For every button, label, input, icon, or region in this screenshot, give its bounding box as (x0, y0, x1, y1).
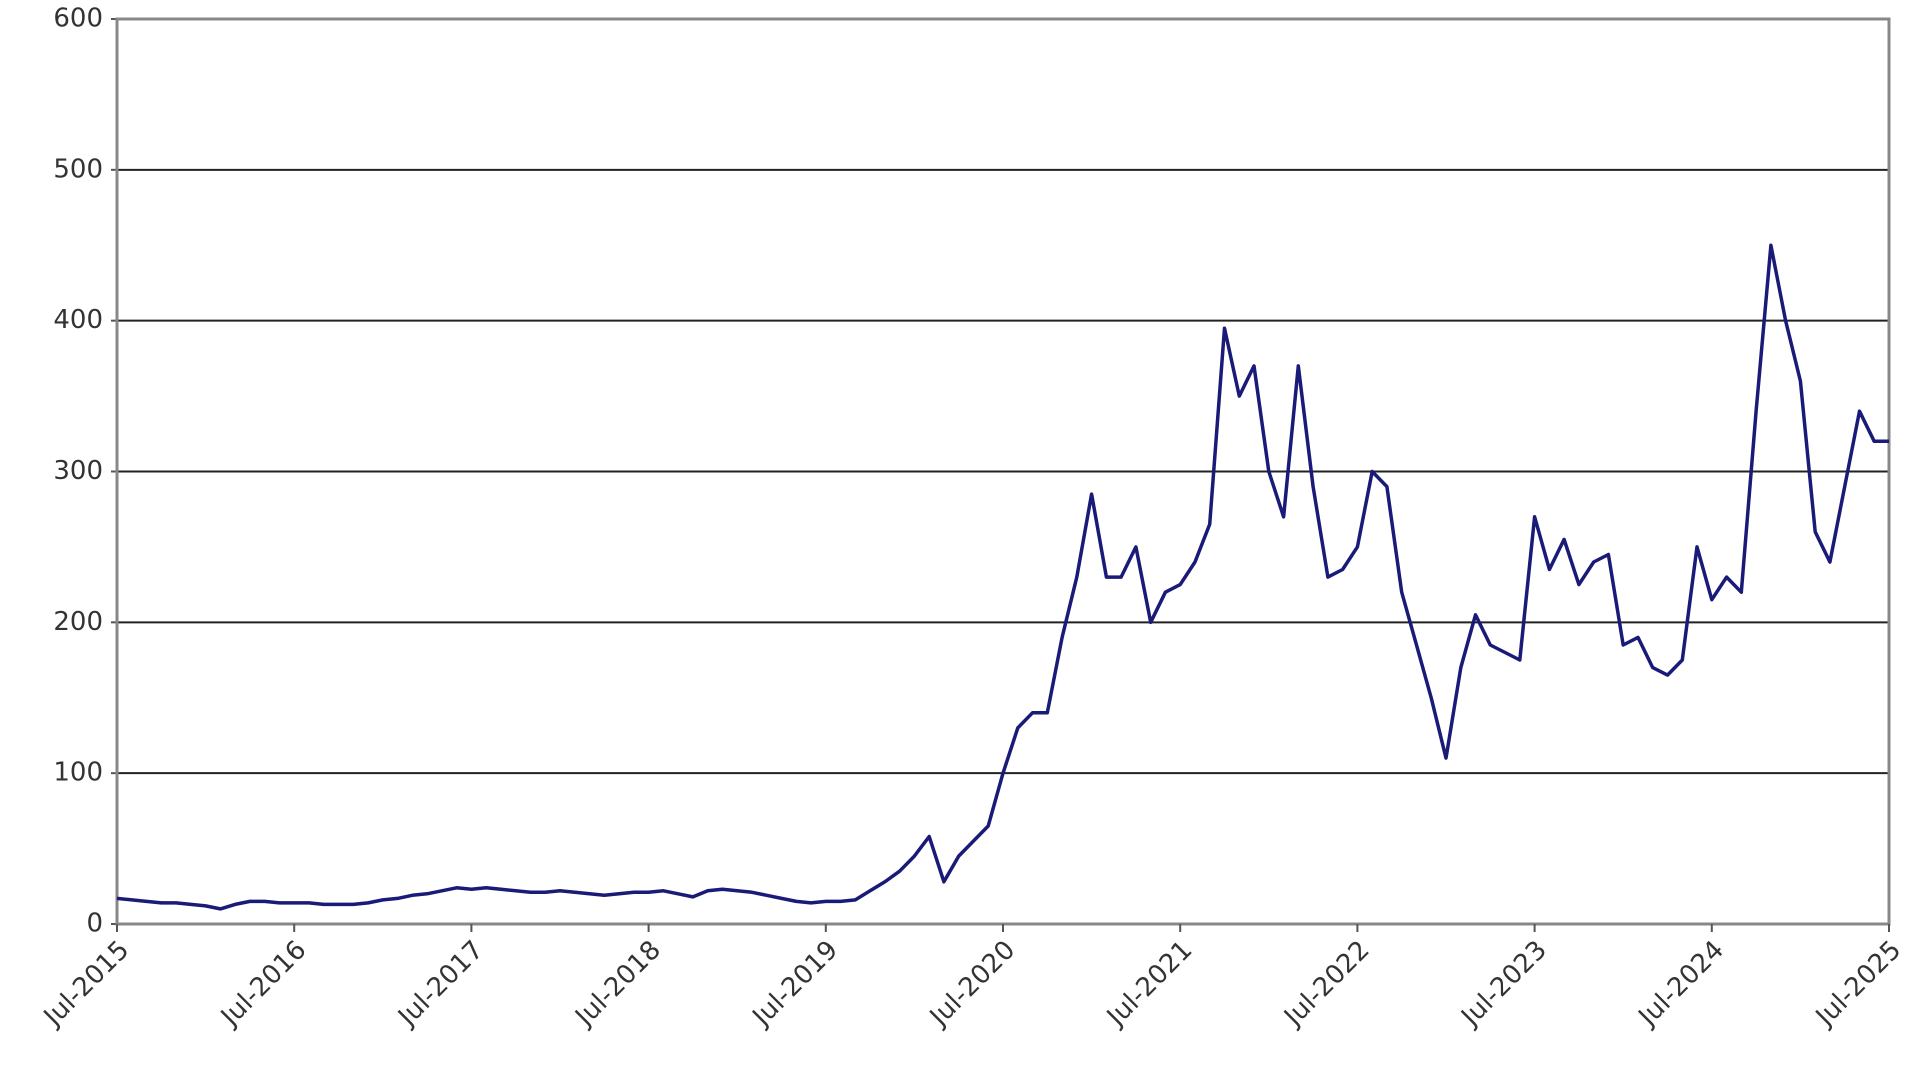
x-tick-label: Jul-2019 (746, 935, 844, 1033)
y-tick-label: 100 (53, 758, 103, 788)
x-tick-label: Jul-2023 (1455, 935, 1553, 1033)
x-tick-label: Jul-2016 (214, 935, 312, 1033)
y-tick-label: 300 (53, 456, 103, 486)
y-tick-label: 400 (53, 305, 103, 335)
x-tick-label: Jul-2020 (923, 935, 1021, 1033)
price-line (116, 243, 1889, 911)
y-tick-label: 600 (53, 4, 103, 34)
x-tick-label: Jul-2015 (37, 935, 135, 1033)
x-tick-label: Jul-2021 (1100, 935, 1198, 1033)
y-tick-label: 200 (53, 607, 103, 637)
x-tick-label: Jul-2025 (1809, 935, 1907, 1033)
y-tick-label: 500 (53, 154, 103, 184)
y-tick-label: 0 (86, 909, 103, 939)
x-tick-label: Jul-2017 (391, 935, 489, 1033)
x-tick-label: Jul-2024 (1632, 935, 1730, 1033)
x-tick-label: Jul-2022 (1277, 935, 1375, 1033)
x-tick-label: Jul-2018 (569, 935, 667, 1033)
